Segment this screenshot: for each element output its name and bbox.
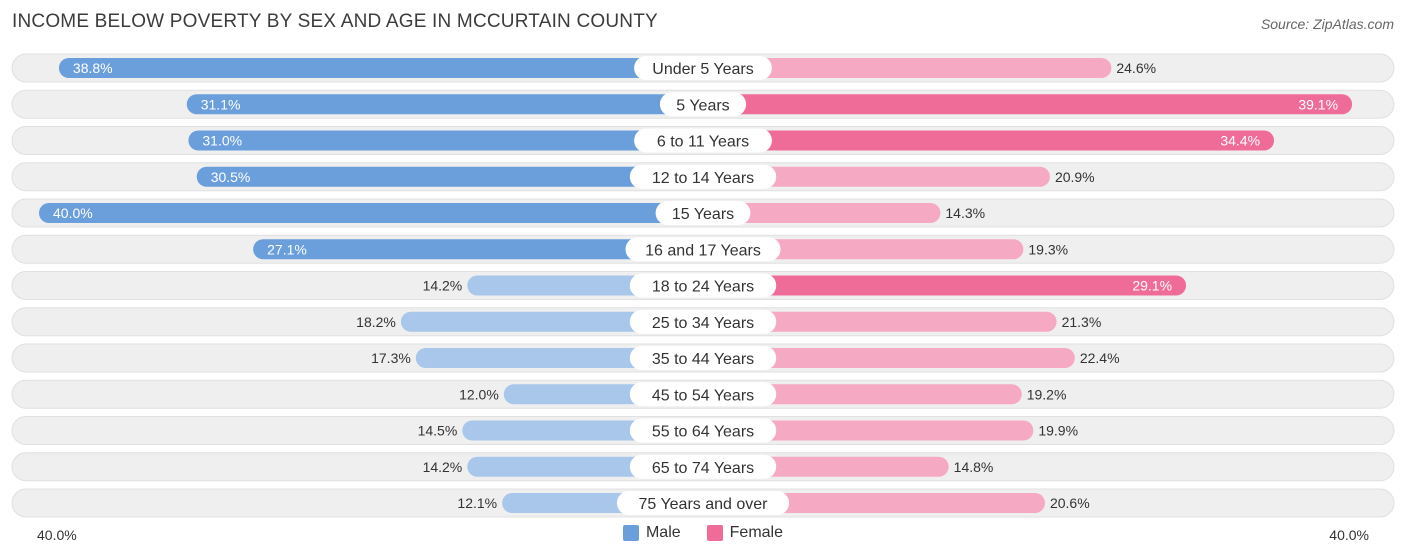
category-label-under-5-years: Under 5 Years bbox=[652, 61, 753, 78]
category-pill-16-and-17-years bbox=[625, 237, 781, 262]
female-bar-12-to-14-years bbox=[703, 166, 1050, 187]
male-value-label-25-to-34-years: 18.2% bbox=[356, 314, 396, 330]
female-bar-25-to-34-years bbox=[703, 311, 1057, 332]
male-value-label-under-5-years: 38.8% bbox=[73, 60, 113, 76]
male-value-label-6-to-11-years: 31.0% bbox=[202, 133, 242, 149]
legend-item-male: Male bbox=[622, 524, 681, 542]
male-value-label-12-to-14-years: 30.5% bbox=[211, 169, 251, 185]
male-bar-5-years bbox=[186, 94, 704, 115]
category-label-18-to-24-years: 18 to 24 Years bbox=[652, 279, 754, 296]
female-bar-under-5-years bbox=[703, 58, 1112, 78]
female-value-label-6-to-11-years: 34.4% bbox=[1220, 133, 1260, 149]
category-pill-5-years bbox=[659, 92, 747, 117]
category-label-15-years: 15 Years bbox=[672, 206, 734, 223]
axis-left-label: 40.0% bbox=[37, 527, 77, 543]
category-pill-under-5-years bbox=[634, 56, 772, 80]
male-bar-6-to-11-years bbox=[188, 130, 703, 151]
female-value-label-55-to-64-years: 19.9% bbox=[1038, 423, 1078, 439]
male-swatch bbox=[622, 525, 639, 541]
category-pill-75-years-and-over bbox=[616, 491, 790, 515]
chart-title: INCOME BELOW POVERTY BY SEX AND AGE IN M… bbox=[12, 11, 658, 32]
category-pill-6-to-11-years bbox=[634, 128, 772, 153]
female-bar-5-years bbox=[703, 94, 1353, 115]
category-pill-65-to-74-years bbox=[629, 454, 777, 479]
category-label-5-years: 5 Years bbox=[676, 97, 729, 114]
category-pill-18-to-24-years bbox=[629, 273, 777, 298]
category-label-16-and-17-years: 16 and 17 Years bbox=[645, 242, 761, 259]
female-value-label-18-to-24-years: 29.1% bbox=[1132, 278, 1172, 294]
male-value-label-35-to-44-years: 17.3% bbox=[371, 350, 411, 366]
male-bar-12-to-14-years bbox=[196, 166, 703, 187]
male-value-label-5-years: 31.1% bbox=[201, 96, 241, 112]
category-label-12-to-14-years: 12 to 14 Years bbox=[652, 170, 754, 187]
source-note: Source: ZipAtlas.com bbox=[1260, 16, 1394, 32]
female-bar-55-to-64-years bbox=[703, 420, 1034, 441]
female-value-label-under-5-years: 24.6% bbox=[1116, 60, 1156, 76]
category-label-75-years-and-over: 75 Years and over bbox=[639, 496, 769, 513]
legend: Male Female bbox=[0, 524, 1406, 542]
male-value-label-65-to-74-years: 14.2% bbox=[423, 459, 463, 475]
male-bar-15-years bbox=[39, 203, 703, 223]
legend-item-female: Female bbox=[706, 524, 784, 542]
female-bar-18-to-24-years bbox=[703, 275, 1187, 296]
female-value-label-75-years-and-over: 20.6% bbox=[1050, 495, 1090, 511]
female-bar-6-to-11-years bbox=[703, 130, 1275, 151]
female-bar-75-years-and-over bbox=[703, 493, 1045, 513]
female-value-label-12-to-14-years: 20.9% bbox=[1055, 169, 1095, 185]
female-bar-35-to-44-years bbox=[703, 348, 1075, 368]
female-bar-16-and-17-years bbox=[703, 239, 1024, 260]
female-value-label-5-years: 39.1% bbox=[1298, 96, 1338, 112]
category-pill-55-to-64-years bbox=[629, 418, 777, 443]
female-bar-15-years bbox=[703, 203, 941, 223]
male-value-label-15-years: 40.0% bbox=[53, 205, 93, 221]
category-label-55-to-64-years: 55 to 64 Years bbox=[652, 424, 754, 441]
male-value-label-55-to-64-years: 14.5% bbox=[418, 423, 458, 439]
female-value-label-65-to-74-years: 14.8% bbox=[954, 459, 994, 475]
male-value-label-16-and-17-years: 27.1% bbox=[267, 241, 307, 257]
male-bar-16-and-17-years bbox=[253, 239, 703, 260]
category-pill-25-to-34-years bbox=[629, 309, 777, 334]
category-pill-45-to-54-years bbox=[629, 382, 777, 407]
category-pill-35-to-44-years bbox=[629, 346, 777, 370]
axis-right-label: 40.0% bbox=[1329, 527, 1369, 543]
female-value-label-35-to-44-years: 22.4% bbox=[1080, 350, 1120, 366]
male-value-label-75-years-and-over: 12.1% bbox=[457, 495, 497, 511]
legend-male-label: Male bbox=[645, 524, 681, 541]
category-label-45-to-54-years: 45 to 54 Years bbox=[652, 387, 754, 404]
female-swatch bbox=[706, 525, 723, 541]
legend-female-label: Female bbox=[729, 524, 784, 541]
male-value-label-18-to-24-years: 14.2% bbox=[423, 278, 463, 294]
female-value-label-25-to-34-years: 21.3% bbox=[1062, 314, 1102, 330]
category-label-25-to-34-years: 25 to 34 Years bbox=[652, 315, 754, 332]
female-value-label-15-years: 14.3% bbox=[945, 205, 985, 221]
female-value-label-45-to-54-years: 19.2% bbox=[1027, 386, 1067, 402]
male-bar-under-5-years bbox=[58, 58, 704, 78]
diverging-bar-chart: 38.8% 24.6% Under 5 Years 31.1% 39.1% 5 Years… bbox=[11, 53, 1395, 518]
category-label-65-to-74-years: 65 to 74 Years bbox=[652, 460, 754, 477]
female-bar-45-to-54-years bbox=[703, 384, 1022, 405]
category-label-6-to-11-years: 6 to 11 Years bbox=[657, 134, 749, 151]
category-pill-15-years bbox=[655, 201, 751, 225]
category-label-35-to-44-years: 35 to 44 Years bbox=[652, 351, 754, 368]
male-bar-25-to-34-years bbox=[400, 311, 703, 332]
female-value-label-16-and-17-years: 19.3% bbox=[1028, 241, 1068, 257]
category-pill-12-to-14-years bbox=[629, 164, 777, 189]
male-value-label-45-to-54-years: 12.0% bbox=[459, 386, 499, 402]
